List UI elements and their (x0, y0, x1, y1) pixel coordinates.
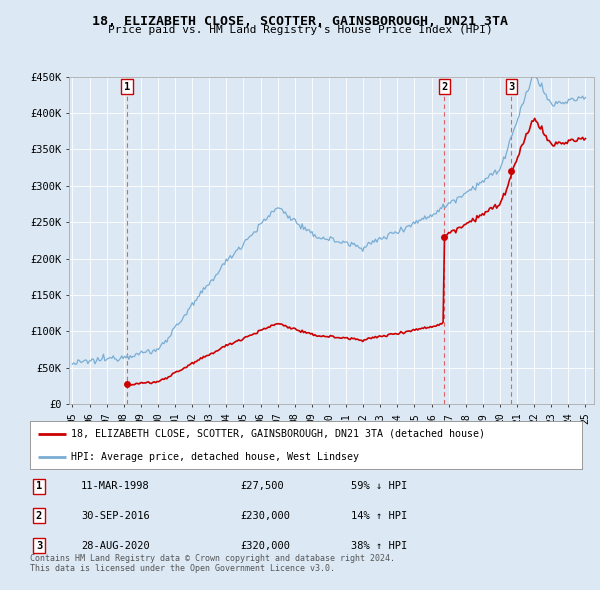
Text: £230,000: £230,000 (240, 511, 290, 520)
Text: 18, ELIZABETH CLOSE, SCOTTER, GAINSBOROUGH, DN21 3TA: 18, ELIZABETH CLOSE, SCOTTER, GAINSBOROU… (92, 15, 508, 28)
Text: Price paid vs. HM Land Registry's House Price Index (HPI): Price paid vs. HM Land Registry's House … (107, 25, 493, 35)
Text: Contains HM Land Registry data © Crown copyright and database right 2024.
This d: Contains HM Land Registry data © Crown c… (30, 554, 395, 573)
Text: 2: 2 (441, 82, 448, 92)
Text: 3: 3 (508, 82, 514, 92)
Text: 28-AUG-2020: 28-AUG-2020 (81, 541, 150, 550)
Text: 11-MAR-1998: 11-MAR-1998 (81, 481, 150, 491)
Text: 38% ↑ HPI: 38% ↑ HPI (351, 541, 407, 550)
Text: 1: 1 (124, 82, 130, 92)
Text: 3: 3 (36, 541, 42, 550)
Text: £320,000: £320,000 (240, 541, 290, 550)
Text: HPI: Average price, detached house, West Lindsey: HPI: Average price, detached house, West… (71, 452, 359, 462)
Text: 18, ELIZABETH CLOSE, SCOTTER, GAINSBOROUGH, DN21 3TA (detached house): 18, ELIZABETH CLOSE, SCOTTER, GAINSBOROU… (71, 429, 485, 439)
Text: 59% ↓ HPI: 59% ↓ HPI (351, 481, 407, 491)
Text: £27,500: £27,500 (240, 481, 284, 491)
Text: 1: 1 (36, 481, 42, 491)
Text: 30-SEP-2016: 30-SEP-2016 (81, 511, 150, 520)
Text: 14% ↑ HPI: 14% ↑ HPI (351, 511, 407, 520)
Text: 2: 2 (36, 511, 42, 520)
